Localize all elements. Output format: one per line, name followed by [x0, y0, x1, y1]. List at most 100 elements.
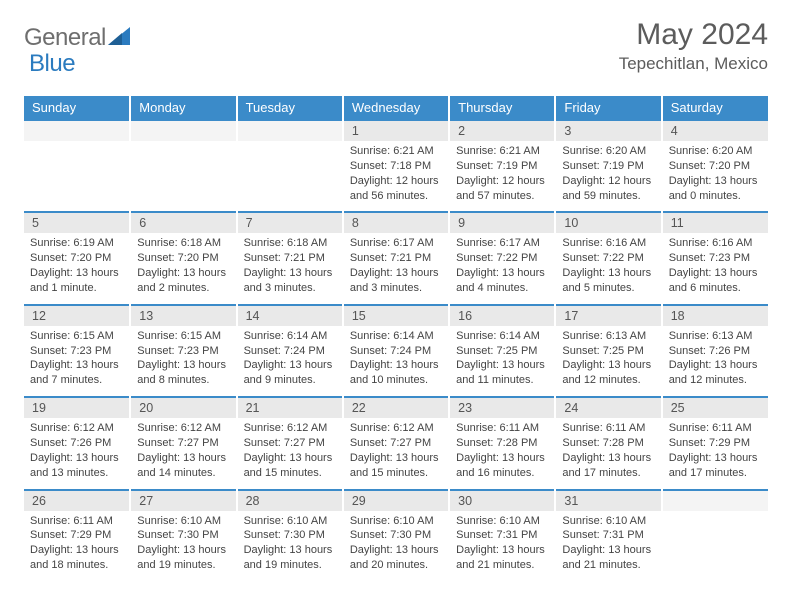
- day-number: 26: [24, 491, 129, 511]
- calendar-day-cell: 4Sunrise: 6:20 AMSunset: 7:20 PMDaylight…: [662, 120, 768, 212]
- calendar-week-row: 5Sunrise: 6:19 AMSunset: 7:20 PMDaylight…: [24, 212, 768, 304]
- calendar-day-cell: 28Sunrise: 6:10 AMSunset: 7:30 PMDayligh…: [237, 490, 343, 581]
- month-title: May 2024: [619, 18, 768, 52]
- day-number: 27: [131, 491, 235, 511]
- logo-text-left: General: [24, 24, 106, 52]
- day-number: 5: [24, 213, 129, 233]
- day-body: Sunrise: 6:12 AMSunset: 7:26 PMDaylight:…: [24, 418, 129, 488]
- day-body: Sunrise: 6:19 AMSunset: 7:20 PMDaylight:…: [24, 233, 129, 303]
- calendar-day-cell: 1Sunrise: 6:21 AMSunset: 7:18 PMDaylight…: [343, 120, 449, 212]
- calendar-day-cell: 12Sunrise: 6:15 AMSunset: 7:23 PMDayligh…: [24, 305, 130, 397]
- day-body-empty: [663, 511, 768, 573]
- calendar-day-cell: 14Sunrise: 6:14 AMSunset: 7:24 PMDayligh…: [237, 305, 343, 397]
- triangle-icon: [108, 25, 134, 52]
- calendar-day-cell: 19Sunrise: 6:12 AMSunset: 7:26 PMDayligh…: [24, 397, 130, 489]
- day-number: 31: [556, 491, 660, 511]
- calendar-day-cell: 10Sunrise: 6:16 AMSunset: 7:22 PMDayligh…: [555, 212, 661, 304]
- calendar-day-cell: 31Sunrise: 6:10 AMSunset: 7:31 PMDayligh…: [555, 490, 661, 581]
- calendar-day-cell: 25Sunrise: 6:11 AMSunset: 7:29 PMDayligh…: [662, 397, 768, 489]
- day-body: Sunrise: 6:10 AMSunset: 7:31 PMDaylight:…: [556, 511, 660, 581]
- calendar-page: General May 2024 Tepechitlan, Mexico Blu…: [0, 0, 792, 599]
- day-number: 4: [663, 121, 768, 141]
- weekday-header: Saturday: [662, 96, 768, 120]
- calendar-body: 1Sunrise: 6:21 AMSunset: 7:18 PMDaylight…: [24, 120, 768, 581]
- calendar-day-cell: 17Sunrise: 6:13 AMSunset: 7:25 PMDayligh…: [555, 305, 661, 397]
- calendar-day-cell: 16Sunrise: 6:14 AMSunset: 7:25 PMDayligh…: [449, 305, 555, 397]
- day-number: 16: [450, 306, 554, 326]
- day-number: 13: [131, 306, 235, 326]
- day-number-empty: [131, 121, 235, 141]
- day-body: Sunrise: 6:10 AMSunset: 7:30 PMDaylight:…: [344, 511, 448, 581]
- day-body: Sunrise: 6:18 AMSunset: 7:21 PMDaylight:…: [238, 233, 342, 303]
- weekday-header: Sunday: [24, 96, 130, 120]
- day-number: 17: [556, 306, 660, 326]
- day-body: Sunrise: 6:15 AMSunset: 7:23 PMDaylight:…: [24, 326, 129, 396]
- logo: General: [24, 24, 136, 52]
- day-body: Sunrise: 6:10 AMSunset: 7:30 PMDaylight:…: [131, 511, 235, 581]
- calendar-day-cell: 30Sunrise: 6:10 AMSunset: 7:31 PMDayligh…: [449, 490, 555, 581]
- day-number: 21: [238, 398, 342, 418]
- calendar-day-cell: 6Sunrise: 6:18 AMSunset: 7:20 PMDaylight…: [130, 212, 236, 304]
- calendar-day-cell: 26Sunrise: 6:11 AMSunset: 7:29 PMDayligh…: [24, 490, 130, 581]
- day-body: Sunrise: 6:15 AMSunset: 7:23 PMDaylight:…: [131, 326, 235, 396]
- day-number: 1: [344, 121, 448, 141]
- calendar-day-cell: 9Sunrise: 6:17 AMSunset: 7:22 PMDaylight…: [449, 212, 555, 304]
- day-body: Sunrise: 6:21 AMSunset: 7:19 PMDaylight:…: [450, 141, 554, 211]
- day-body: Sunrise: 6:10 AMSunset: 7:30 PMDaylight:…: [238, 511, 342, 581]
- day-body-empty: [24, 141, 129, 203]
- calendar-day-cell: 13Sunrise: 6:15 AMSunset: 7:23 PMDayligh…: [130, 305, 236, 397]
- logo-blue-row: Blue: [29, 50, 75, 78]
- day-number: 22: [344, 398, 448, 418]
- weekday-header: Thursday: [449, 96, 555, 120]
- day-number: 23: [450, 398, 554, 418]
- day-number: 20: [131, 398, 235, 418]
- day-number: 9: [450, 213, 554, 233]
- calendar-week-row: 12Sunrise: 6:15 AMSunset: 7:23 PMDayligh…: [24, 305, 768, 397]
- day-body: Sunrise: 6:17 AMSunset: 7:22 PMDaylight:…: [450, 233, 554, 303]
- day-number: 19: [24, 398, 129, 418]
- calendar-day-cell: 21Sunrise: 6:12 AMSunset: 7:27 PMDayligh…: [237, 397, 343, 489]
- day-body: Sunrise: 6:11 AMSunset: 7:28 PMDaylight:…: [556, 418, 660, 488]
- day-number: 30: [450, 491, 554, 511]
- calendar-day-cell: [24, 120, 130, 212]
- weekday-header: Friday: [555, 96, 661, 120]
- day-number: 12: [24, 306, 129, 326]
- day-body-empty: [131, 141, 235, 203]
- day-number: 2: [450, 121, 554, 141]
- calendar-day-cell: 29Sunrise: 6:10 AMSunset: 7:30 PMDayligh…: [343, 490, 449, 581]
- calendar-week-row: 26Sunrise: 6:11 AMSunset: 7:29 PMDayligh…: [24, 490, 768, 581]
- day-body: Sunrise: 6:12 AMSunset: 7:27 PMDaylight:…: [238, 418, 342, 488]
- day-number: 29: [344, 491, 448, 511]
- title-block: May 2024 Tepechitlan, Mexico: [619, 18, 768, 74]
- day-number-empty: [663, 491, 768, 511]
- calendar-week-row: 19Sunrise: 6:12 AMSunset: 7:26 PMDayligh…: [24, 397, 768, 489]
- day-number: 28: [238, 491, 342, 511]
- weekday-header-row: SundayMondayTuesdayWednesdayThursdayFrid…: [24, 96, 768, 120]
- day-body: Sunrise: 6:18 AMSunset: 7:20 PMDaylight:…: [131, 233, 235, 303]
- header: General May 2024 Tepechitlan, Mexico: [24, 18, 768, 74]
- location-subtitle: Tepechitlan, Mexico: [619, 54, 768, 74]
- calendar-day-cell: 18Sunrise: 6:13 AMSunset: 7:26 PMDayligh…: [662, 305, 768, 397]
- day-number: 11: [663, 213, 768, 233]
- calendar-day-cell: 22Sunrise: 6:12 AMSunset: 7:27 PMDayligh…: [343, 397, 449, 489]
- calendar-day-cell: [130, 120, 236, 212]
- day-body: Sunrise: 6:16 AMSunset: 7:22 PMDaylight:…: [556, 233, 660, 303]
- day-number: 8: [344, 213, 448, 233]
- day-number-empty: [24, 121, 129, 141]
- day-body: Sunrise: 6:11 AMSunset: 7:29 PMDaylight:…: [24, 511, 129, 581]
- day-body: Sunrise: 6:17 AMSunset: 7:21 PMDaylight:…: [344, 233, 448, 303]
- calendar-day-cell: 2Sunrise: 6:21 AMSunset: 7:19 PMDaylight…: [449, 120, 555, 212]
- day-body: Sunrise: 6:14 AMSunset: 7:25 PMDaylight:…: [450, 326, 554, 396]
- day-body: Sunrise: 6:13 AMSunset: 7:25 PMDaylight:…: [556, 326, 660, 396]
- day-number: 25: [663, 398, 768, 418]
- day-body-empty: [238, 141, 342, 203]
- day-number-empty: [238, 121, 342, 141]
- day-number: 18: [663, 306, 768, 326]
- day-number: 15: [344, 306, 448, 326]
- calendar-day-cell: 20Sunrise: 6:12 AMSunset: 7:27 PMDayligh…: [130, 397, 236, 489]
- calendar-day-cell: 23Sunrise: 6:11 AMSunset: 7:28 PMDayligh…: [449, 397, 555, 489]
- weekday-header: Tuesday: [237, 96, 343, 120]
- day-body: Sunrise: 6:12 AMSunset: 7:27 PMDaylight:…: [344, 418, 448, 488]
- day-body: Sunrise: 6:16 AMSunset: 7:23 PMDaylight:…: [663, 233, 768, 303]
- day-body: Sunrise: 6:21 AMSunset: 7:18 PMDaylight:…: [344, 141, 448, 211]
